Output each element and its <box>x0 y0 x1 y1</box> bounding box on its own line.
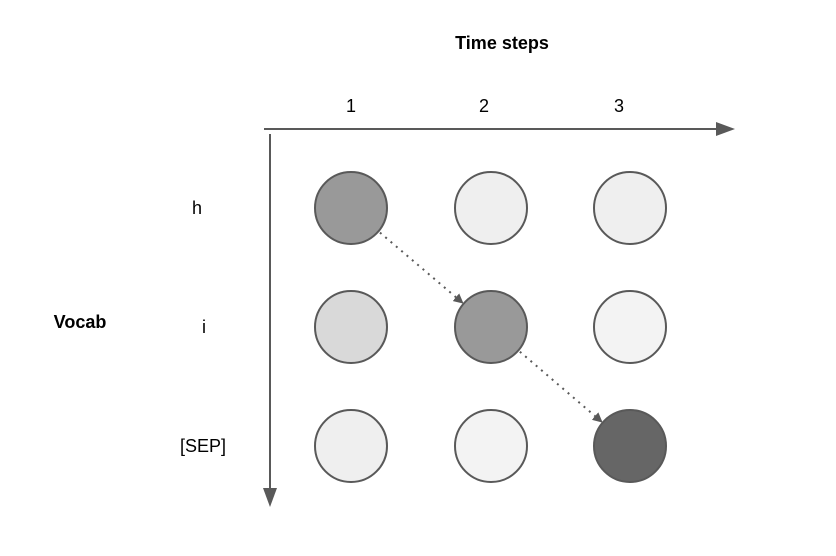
x-axis-arrowhead <box>716 122 735 136</box>
probability-node <box>454 409 528 483</box>
x-tick-label: 2 <box>479 96 489 116</box>
probability-node <box>593 290 667 364</box>
x-axis-title: Time steps <box>455 33 549 53</box>
y-axis-title: Vocab <box>54 312 107 332</box>
probability-node <box>454 171 528 245</box>
x-tick-label: 1 <box>346 96 356 116</box>
y-tick-label: [SEP] <box>180 436 226 456</box>
probability-node <box>314 409 388 483</box>
probability-node <box>314 171 388 245</box>
y-tick-label: h <box>192 198 202 218</box>
probability-node <box>454 290 528 364</box>
probability-node <box>593 409 667 483</box>
probability-node <box>314 290 388 364</box>
path-arrow <box>519 350 603 423</box>
y-tick-labels: h i [SEP] <box>180 198 226 456</box>
x-tick-label: 3 <box>614 96 624 116</box>
x-tick-labels: 1 2 3 <box>346 96 624 116</box>
path-arrow <box>379 231 464 304</box>
y-axis-arrowhead <box>263 488 277 507</box>
node-grid <box>314 171 667 483</box>
probability-node <box>593 171 667 245</box>
y-tick-label: i <box>202 317 206 337</box>
